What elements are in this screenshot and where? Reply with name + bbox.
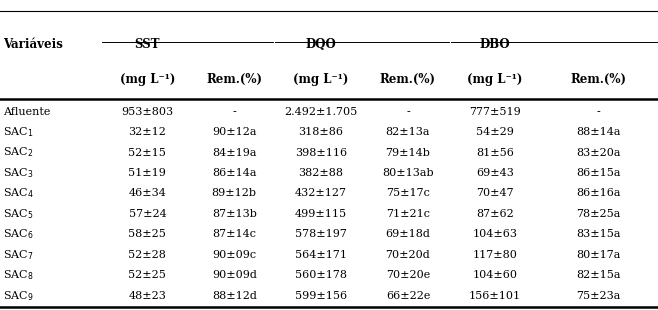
Text: Rem.(%): Rem.(%) [380, 73, 436, 86]
Text: 382±88: 382±88 [299, 168, 343, 178]
Text: 156±101: 156±101 [468, 291, 521, 301]
Text: Variáveis: Variáveis [3, 38, 63, 51]
Text: 578±197: 578±197 [295, 229, 347, 239]
Text: 83±20a: 83±20a [576, 148, 620, 157]
Text: 86±14a: 86±14a [212, 168, 257, 178]
Text: Afluente: Afluente [3, 107, 51, 117]
Text: 90±09c: 90±09c [212, 250, 257, 260]
Text: 2.492±1.705: 2.492±1.705 [284, 107, 358, 117]
Text: 560±178: 560±178 [295, 270, 347, 280]
Text: SAC$_{3}$: SAC$_{3}$ [3, 166, 34, 180]
Text: 89±12b: 89±12b [212, 188, 257, 198]
Text: SAC$_{7}$: SAC$_{7}$ [3, 248, 34, 262]
Text: (mg L⁻¹): (mg L⁻¹) [467, 73, 522, 86]
Text: 953±803: 953±803 [121, 107, 174, 117]
Text: 80±13ab: 80±13ab [382, 168, 434, 178]
Text: 87±62: 87±62 [476, 209, 514, 219]
Text: 599±156: 599±156 [295, 291, 347, 301]
Text: 777±519: 777±519 [469, 107, 520, 117]
Text: -: - [406, 107, 410, 117]
Text: 84±19a: 84±19a [212, 148, 257, 157]
Text: 499±115: 499±115 [295, 209, 347, 219]
Text: 117±80: 117±80 [472, 250, 517, 260]
Text: 90±09d: 90±09d [212, 270, 257, 280]
Text: 86±16a: 86±16a [576, 188, 620, 198]
Text: 32±12: 32±12 [128, 127, 166, 137]
Text: 70±20e: 70±20e [386, 270, 430, 280]
Text: SAC$_{2}$: SAC$_{2}$ [3, 146, 34, 159]
Text: Rem.(%): Rem.(%) [570, 73, 626, 86]
Text: (mg L⁻¹): (mg L⁻¹) [293, 73, 349, 86]
Text: 87±13b: 87±13b [212, 209, 257, 219]
Text: 58±25: 58±25 [128, 229, 166, 239]
Text: 83±15a: 83±15a [576, 229, 620, 239]
Text: 398±116: 398±116 [295, 148, 347, 157]
Text: 48±23: 48±23 [128, 291, 166, 301]
Text: 75±17c: 75±17c [386, 188, 430, 198]
Text: SAC$_{1}$: SAC$_{1}$ [3, 125, 34, 139]
Text: 86±15a: 86±15a [576, 168, 620, 178]
Text: 69±43: 69±43 [476, 168, 514, 178]
Text: 82±15a: 82±15a [576, 270, 620, 280]
Text: 75±23a: 75±23a [576, 291, 620, 301]
Text: 52±25: 52±25 [128, 270, 166, 280]
Text: 318±86: 318±86 [299, 127, 343, 137]
Text: 78±25a: 78±25a [576, 209, 620, 219]
Text: SST: SST [135, 38, 160, 51]
Text: 70±47: 70±47 [476, 188, 514, 198]
Text: DQO: DQO [306, 38, 336, 51]
Text: SAC$_{8}$: SAC$_{8}$ [3, 268, 34, 282]
Text: 90±12a: 90±12a [212, 127, 257, 137]
Text: 52±28: 52±28 [128, 250, 166, 260]
Text: -: - [596, 107, 600, 117]
Text: 87±14c: 87±14c [213, 229, 256, 239]
Text: 54±29: 54±29 [476, 127, 514, 137]
Text: -: - [232, 107, 236, 117]
Text: 71±21c: 71±21c [386, 209, 430, 219]
Text: 82±13a: 82±13a [386, 127, 430, 137]
Text: 564±171: 564±171 [295, 250, 347, 260]
Text: 70±20d: 70±20d [386, 250, 430, 260]
Text: 432±127: 432±127 [295, 188, 347, 198]
Text: 51±19: 51±19 [128, 168, 166, 178]
Text: 66±22e: 66±22e [386, 291, 430, 301]
Text: 52±15: 52±15 [128, 148, 166, 157]
Text: 46±34: 46±34 [128, 188, 166, 198]
Text: 69±18d: 69±18d [386, 229, 430, 239]
Text: 79±14b: 79±14b [386, 148, 430, 157]
Text: 88±12d: 88±12d [212, 291, 257, 301]
Text: Rem.(%): Rem.(%) [206, 73, 263, 86]
Text: 80±17a: 80±17a [576, 250, 620, 260]
Text: DBO: DBO [480, 38, 510, 51]
Text: 104±60: 104±60 [472, 270, 517, 280]
Text: SAC$_{6}$: SAC$_{6}$ [3, 228, 34, 241]
Text: 81±56: 81±56 [476, 148, 514, 157]
Text: SAC$_{5}$: SAC$_{5}$ [3, 207, 34, 221]
Text: (mg L⁻¹): (mg L⁻¹) [120, 73, 175, 86]
Text: 104±63: 104±63 [472, 229, 517, 239]
Text: SAC$_{9}$: SAC$_{9}$ [3, 289, 34, 303]
Text: 88±14a: 88±14a [576, 127, 620, 137]
Text: SAC$_{4}$: SAC$_{4}$ [3, 187, 34, 200]
Text: 57±24: 57±24 [128, 209, 166, 219]
